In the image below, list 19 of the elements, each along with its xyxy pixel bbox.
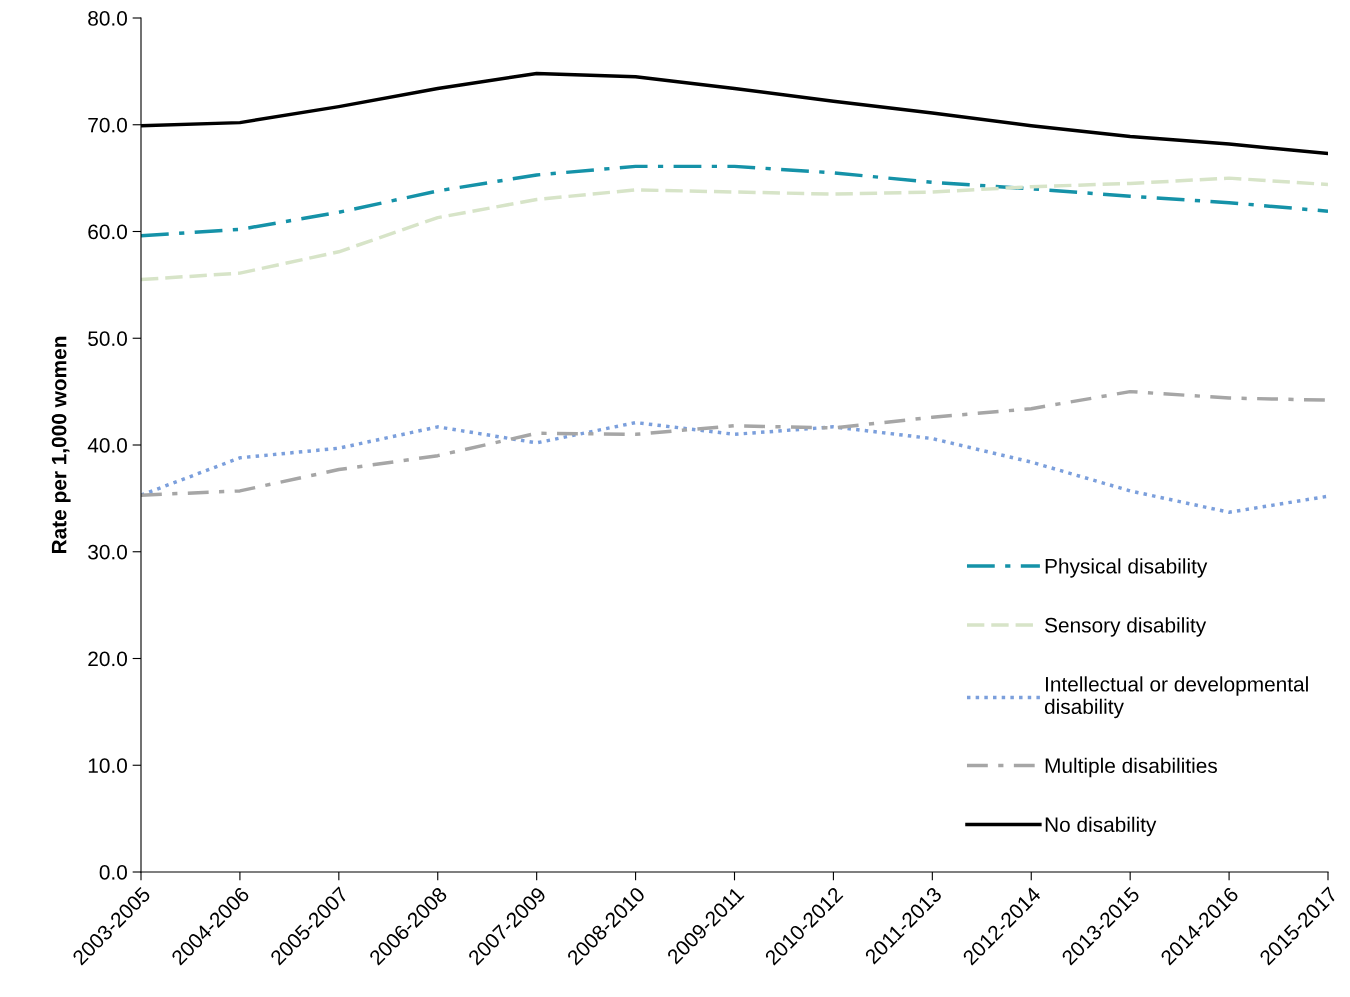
legend-label: Intellectual or developmental disability xyxy=(1044,676,1308,719)
legend-label: Sensory disability xyxy=(1045,617,1207,637)
line-series xyxy=(141,176,1328,282)
y-tick-label: 80.0 xyxy=(88,11,127,26)
y-tick-label: 70.0 xyxy=(88,117,127,133)
line-series xyxy=(141,420,1328,514)
y-tick-label: 20.0 xyxy=(88,651,127,667)
legend-label: Physical disability xyxy=(1045,558,1208,578)
y-tick-label: 0.0 xyxy=(99,865,127,880)
legend-label: Multiple disabilities xyxy=(1045,757,1217,778)
line-series xyxy=(141,164,1328,238)
y-tick-label: 50.0 xyxy=(88,331,127,346)
y-tick-label: 10.0 xyxy=(88,758,127,773)
line-series xyxy=(141,389,1328,497)
y-axis-title: Rate per 1,000 women xyxy=(51,336,71,554)
y-tick-label: 30.0 xyxy=(88,544,127,560)
y-tick-label: 60.0 xyxy=(88,224,127,240)
legend-label: No disability xyxy=(1045,816,1157,837)
y-tick-label: 40.0 xyxy=(87,438,127,453)
